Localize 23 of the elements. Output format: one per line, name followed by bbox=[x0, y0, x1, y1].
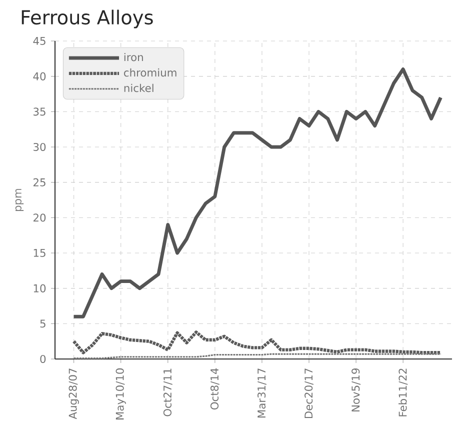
y-tick-label: 25 bbox=[33, 178, 46, 186]
y-tick-label: 0 bbox=[40, 354, 46, 364]
y-tick-label: 10 bbox=[34, 284, 46, 292]
y-tick-label: 45 bbox=[33, 37, 46, 45]
y-tick-label: 35 bbox=[34, 108, 46, 116]
x-tick-label: May10/10 bbox=[116, 368, 126, 420]
x-tick-label: Nov5/19 bbox=[352, 368, 360, 412]
y-tick-label: 15 bbox=[34, 249, 46, 257]
x-tick-label: Oct8/14 bbox=[210, 368, 220, 410]
y-tick-label: 20 bbox=[33, 214, 46, 222]
x-tick-label: Oct27/11 bbox=[163, 368, 172, 416]
x-tick-label: Aug28/07 bbox=[68, 368, 79, 420]
x-tick-label: Dec20/17 bbox=[304, 368, 314, 418]
chart-title: Ferrous Alloys bbox=[22, 10, 153, 28]
y-axis-title: ppm bbox=[15, 188, 24, 211]
legend-label: iron bbox=[124, 52, 143, 62]
y-tick-label: 5 bbox=[40, 320, 46, 328]
x-tick-label: Feb11/22 bbox=[398, 368, 408, 416]
legend-label: chromium bbox=[124, 68, 176, 77]
x-tick-label: Mar31/17 bbox=[258, 368, 266, 418]
y-tick-label: 30 bbox=[34, 142, 46, 152]
legend-label: nickel bbox=[124, 84, 154, 92]
y-tick-label: 40 bbox=[33, 72, 46, 80]
